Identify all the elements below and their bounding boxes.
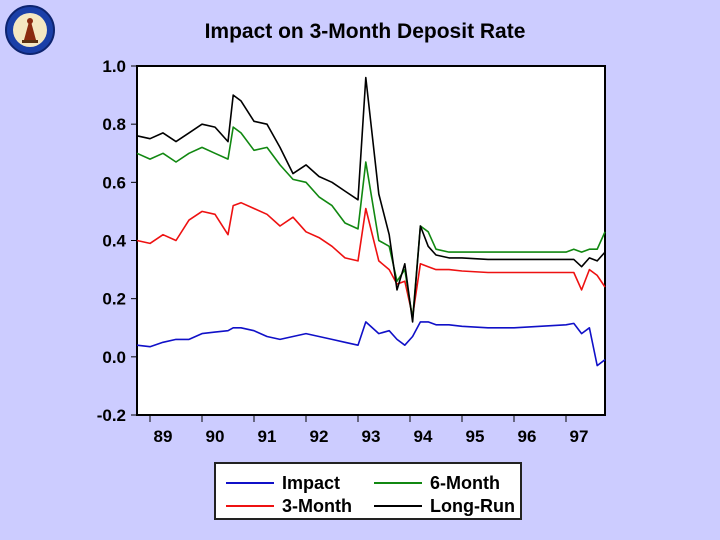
y-tick-label: 0.4: [102, 232, 126, 251]
x-tick-label: 93: [362, 427, 381, 446]
legend: Impact 3-Month 6-Month Long-Run: [214, 462, 522, 520]
legend-item-impact: Impact: [226, 472, 340, 494]
y-tick-label: 0.2: [102, 290, 126, 309]
x-tick-label: 91: [258, 427, 277, 446]
series-line-long-run: [136, 76, 606, 323]
legend-label-3-month: 3-Month: [282, 495, 352, 516]
legend-item-6-month: 6-Month: [374, 472, 500, 494]
x-tick-label: 95: [466, 427, 485, 446]
legend-item-long-run: Long-Run: [374, 495, 515, 517]
legend-label-long-run: Long-Run: [430, 495, 515, 516]
x-tick-label: 94: [414, 427, 433, 446]
series-line-3-month: [136, 201, 606, 317]
legend-swatch-3-month: [226, 505, 274, 507]
series-line-6-month: [136, 126, 606, 320]
chart-title: Impact on 3-Month Deposit Rate: [204, 20, 526, 43]
series-line-impact: [136, 321, 606, 367]
legend-item-3-month: 3-Month: [226, 495, 352, 517]
x-tick-label: 89: [154, 427, 173, 446]
x-tick-label: 97: [570, 427, 589, 446]
legend-label-impact: Impact: [282, 472, 341, 493]
x-tick-label: 96: [518, 427, 537, 446]
legend-label-6-month: 6-Month: [430, 472, 500, 493]
seal-logo-icon: [4, 4, 56, 56]
legend-swatch-long-run: [374, 505, 422, 507]
y-tick-label: -0.2: [97, 406, 126, 425]
x-tick-label: 90: [206, 427, 225, 446]
x-tick-label: 92: [310, 427, 329, 446]
y-axis: 1.0 0.8 0.6 0.4 0.2 0.0 -0.2: [97, 57, 137, 425]
legend-swatch-6-month: [374, 482, 422, 484]
y-tick-label: 0.0: [102, 348, 126, 367]
legend-swatch-impact: [226, 482, 274, 484]
y-tick-label: 0.6: [102, 173, 126, 192]
y-tick-label: 1.0: [102, 57, 126, 76]
series-lines: [136, 76, 606, 367]
y-tick-label: 0.8: [102, 115, 126, 134]
x-axis: 89 90 91 92 93 94 95 96 97: [149, 415, 589, 446]
